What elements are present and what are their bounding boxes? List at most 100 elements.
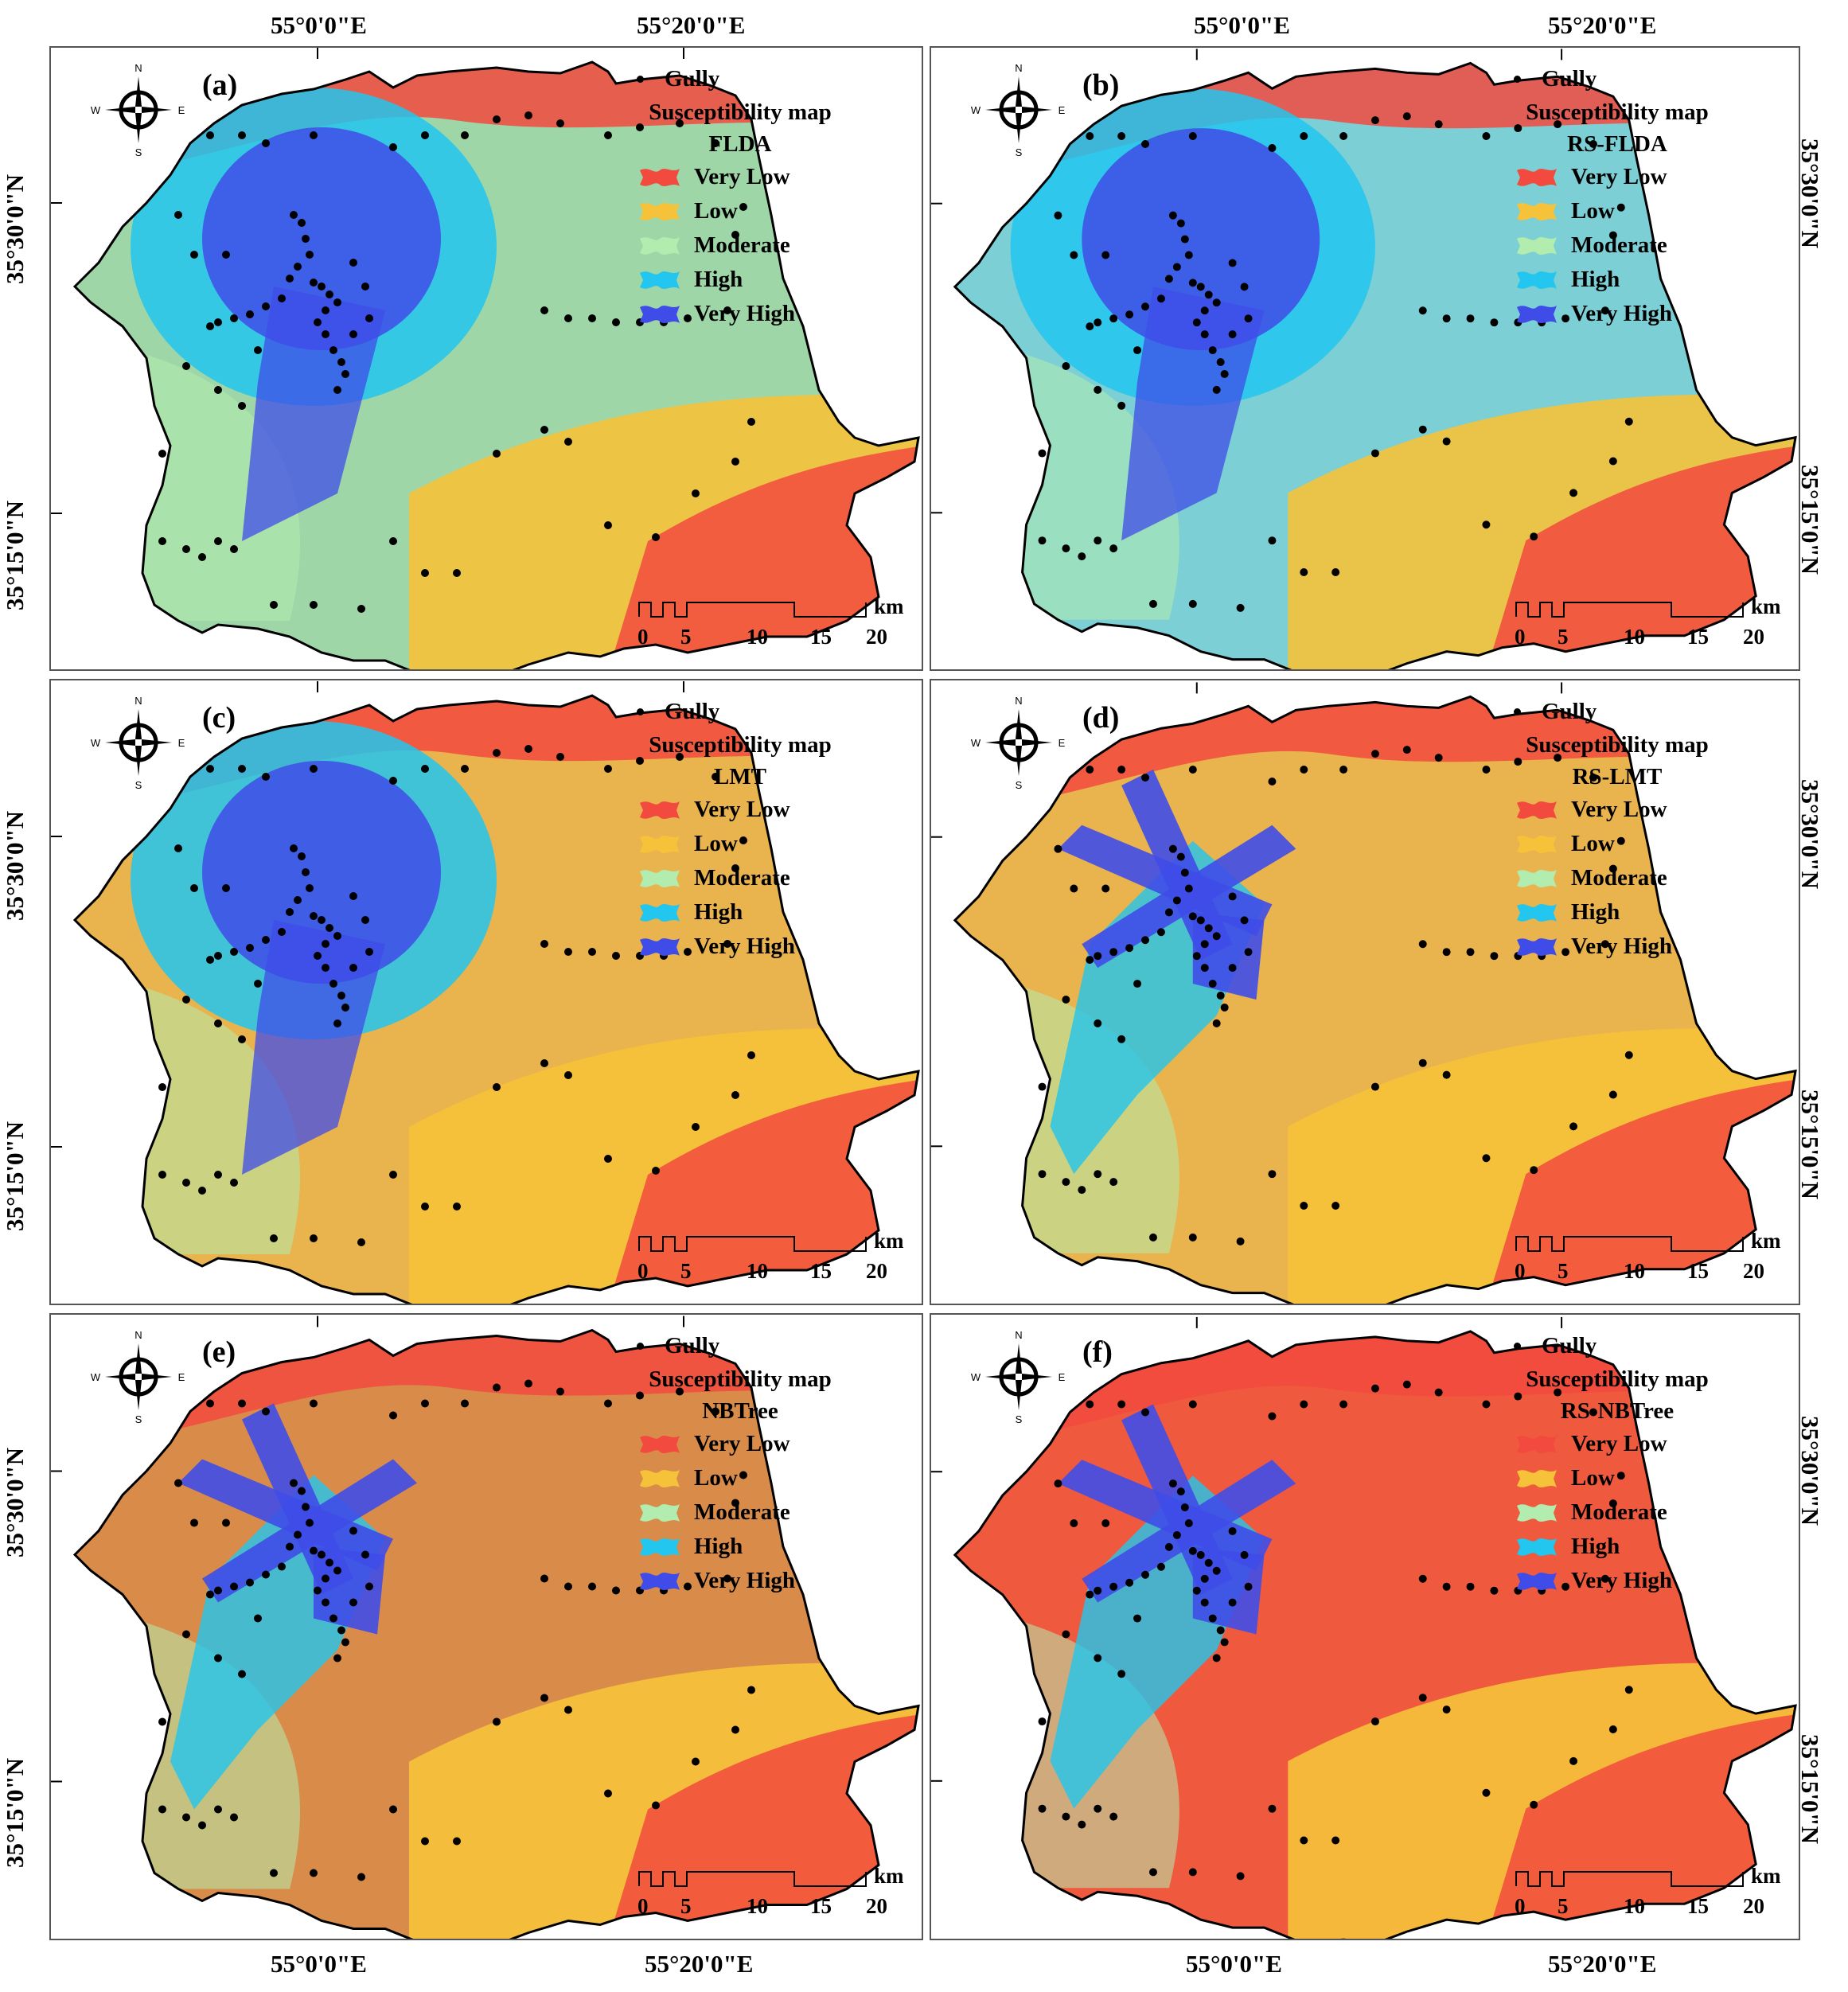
legend-class-0: Very Low xyxy=(1482,1427,1752,1461)
gully-point xyxy=(302,235,310,243)
legend-class-label: Moderate xyxy=(1571,232,1667,258)
legend-class-label: Very Low xyxy=(694,797,790,822)
legend-swatch-icon xyxy=(640,1469,680,1487)
gully-point xyxy=(1204,290,1213,299)
gully-point xyxy=(1192,952,1201,961)
gully-point xyxy=(421,1203,429,1210)
gully-point xyxy=(294,263,302,271)
gully-point xyxy=(1370,449,1379,458)
legend-class-3: High xyxy=(1482,1530,1752,1564)
svg-text:W: W xyxy=(971,737,981,749)
gully-point xyxy=(1070,1519,1078,1527)
gully-point xyxy=(182,996,190,1004)
gully-point xyxy=(1482,1788,1491,1797)
gully-point xyxy=(612,318,620,326)
gully-point xyxy=(294,896,302,904)
gully-point xyxy=(158,450,166,458)
gully-point xyxy=(1240,916,1249,925)
gully-point xyxy=(1141,1408,1149,1417)
gully-point xyxy=(1466,314,1475,323)
gully-point xyxy=(314,952,322,960)
gully-point xyxy=(1070,884,1078,893)
map-legend: Gully Susceptibility map RS-LMT Very Low Low… xyxy=(1482,695,1752,964)
legend-class-label: Moderate xyxy=(694,1499,790,1525)
gully-point xyxy=(1176,852,1185,861)
gully-dot-icon xyxy=(1514,708,1521,715)
gully-point xyxy=(214,1586,222,1595)
legend-class-label: Very High xyxy=(694,1568,796,1593)
gully-point xyxy=(1228,964,1237,973)
gully-point xyxy=(588,314,596,322)
scale-tick-label: 5 xyxy=(1558,1259,1569,1283)
gully-point xyxy=(1164,1542,1173,1551)
scale-bar: 0 5 10 15 20 km xyxy=(1508,1227,1781,1291)
gully-point xyxy=(1339,132,1348,141)
gully-point xyxy=(365,1582,373,1591)
gully-point xyxy=(1402,112,1411,121)
gully-point xyxy=(1172,896,1181,905)
legend-gully: Gully xyxy=(1482,62,1752,96)
legend-class-label: Moderate xyxy=(1571,1499,1667,1525)
gully-point xyxy=(1156,294,1165,303)
legend-swatch-icon xyxy=(640,202,680,220)
gully-point xyxy=(564,314,572,322)
gully-point xyxy=(230,948,238,956)
gully-point xyxy=(1418,940,1427,949)
map-panel-c: N S W E (c) Gully Susceptibility map LMT Very Lo… xyxy=(49,679,923,1305)
gully-point xyxy=(1125,944,1134,953)
gully-point xyxy=(1514,758,1522,766)
svg-text:W: W xyxy=(91,104,101,116)
scale-tick-label: 5 xyxy=(680,1259,692,1283)
gully-point xyxy=(1086,132,1094,141)
gully-point xyxy=(1442,1070,1451,1079)
gully-point xyxy=(349,892,357,900)
legend-class-label: Moderate xyxy=(1571,865,1667,891)
scale-tick-label: 10 xyxy=(747,1894,768,1918)
gully-point xyxy=(198,1821,206,1830)
scale-unit: km xyxy=(874,594,904,618)
legend-swatch-icon xyxy=(640,869,680,887)
gully-point xyxy=(1490,318,1499,327)
gully-point xyxy=(214,1805,222,1814)
scale-tick-label: 15 xyxy=(1687,1894,1709,1918)
gully-point xyxy=(158,537,166,545)
gully-point xyxy=(389,1411,397,1420)
left-lat-label-e2: 35°15'0"N xyxy=(1,1757,29,1869)
gully-point xyxy=(1094,1019,1102,1027)
legend-class-label: Low xyxy=(694,198,738,224)
gully-point xyxy=(1212,1654,1221,1663)
legend-class-label: Low xyxy=(1571,198,1615,224)
gully-point xyxy=(246,310,254,318)
gully-point xyxy=(1240,1550,1249,1559)
gully-point xyxy=(302,1503,310,1511)
gully-point xyxy=(540,940,548,948)
legend-title: Susceptibility map xyxy=(1526,99,1709,125)
gully-point xyxy=(731,864,739,872)
legend-title: Susceptibility map xyxy=(649,1366,832,1392)
susceptibility-map xyxy=(931,1316,1797,1939)
legend-class-4: Very High xyxy=(605,1564,875,1598)
gully-point xyxy=(1442,314,1451,323)
gully-point xyxy=(564,1705,572,1714)
gully-point xyxy=(1062,361,1070,370)
gully-point xyxy=(1228,892,1237,901)
gully-point xyxy=(1300,568,1308,577)
map-panel-d: N S W E (d) Gully Susceptibility map RS-LMT Very… xyxy=(930,679,1800,1305)
gully-point xyxy=(306,251,314,259)
gully-point xyxy=(1188,599,1197,608)
gully-point xyxy=(1141,140,1149,148)
legend-class-4: Very High xyxy=(1482,1564,1752,1598)
gully-point xyxy=(1164,275,1173,283)
gully-point xyxy=(1125,1578,1134,1587)
gully-point xyxy=(190,884,198,892)
gully-point xyxy=(262,1407,270,1416)
gully-point xyxy=(1569,489,1578,497)
gully-point xyxy=(1616,203,1625,212)
gully-dot-icon xyxy=(637,1343,644,1350)
gully-point xyxy=(206,956,214,964)
gully-point xyxy=(310,279,318,287)
gully-point xyxy=(1608,864,1617,873)
gully-point xyxy=(222,1518,230,1527)
gully-point xyxy=(182,1630,190,1639)
gully-point xyxy=(1268,143,1277,152)
